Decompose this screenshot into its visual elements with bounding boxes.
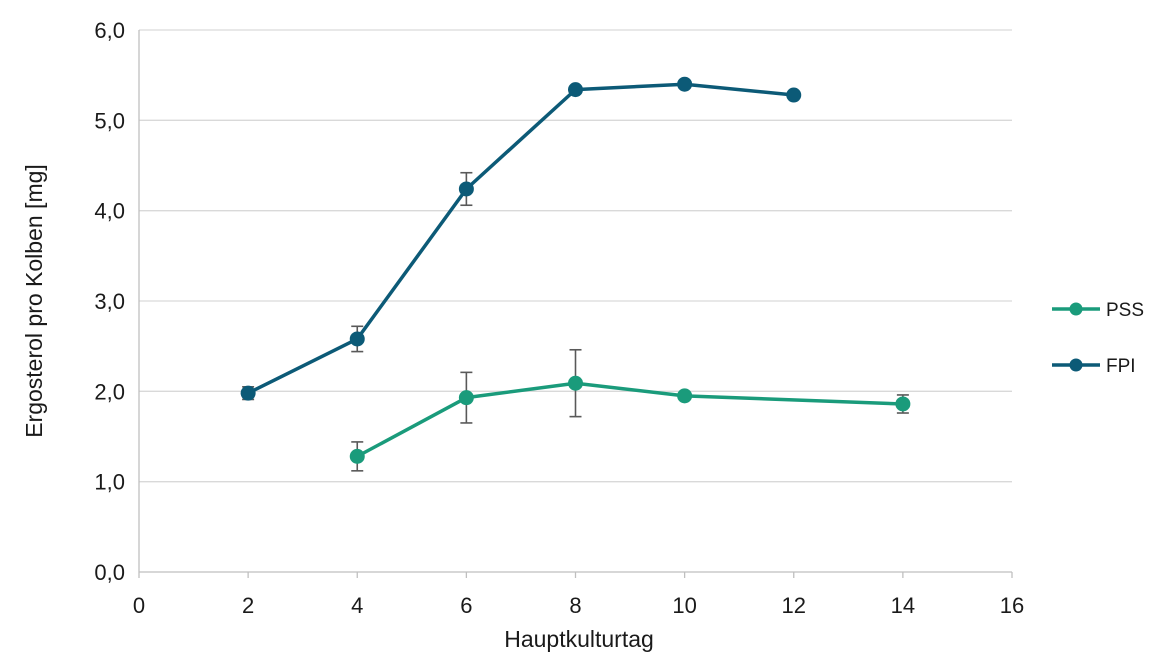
series-fpi [240, 76, 802, 401]
legend-label-pss: PSS [1106, 300, 1144, 321]
x-tick-labels: 0 2 4 6 8 10 12 14 16 [133, 593, 1024, 618]
x-tick-label: 14 [891, 593, 915, 618]
gridlines [139, 29, 1012, 483]
y-tick-label: 4,0 [94, 199, 125, 224]
y-tick-label: 5,0 [94, 108, 125, 133]
axes [138, 30, 1013, 578]
y-tick-labels: 0,0 1,0 2,0 3,0 4,0 5,0 6,0 [94, 18, 125, 585]
y-tick-label: 6,0 [94, 18, 125, 43]
series-pss [349, 348, 911, 472]
y-tick-label: 2,0 [94, 379, 125, 404]
data-point-fpi [786, 87, 802, 103]
legend: PSS FPI [1052, 300, 1144, 377]
x-tick-label: 16 [1000, 593, 1024, 618]
legend-item-pss: PSS [1052, 300, 1144, 321]
y-tick-label: 0,0 [94, 560, 125, 585]
data-point-fpi [568, 82, 583, 98]
series-line-fpi [246, 82, 796, 395]
data-point-fpi [458, 181, 474, 197]
legend-label-fpi: FPI [1106, 356, 1136, 377]
data-point-fpi [677, 76, 693, 92]
data-point-pss [349, 448, 365, 464]
x-tick-label: 8 [569, 593, 581, 618]
series-line-pss [355, 381, 905, 459]
series [240, 76, 911, 472]
y-axis-title: Ergosterol pro Kolben [mg] [21, 164, 47, 438]
x-tick-label: 6 [460, 593, 472, 618]
legend-marker-fpi [1069, 358, 1083, 372]
data-point-pss [895, 396, 911, 412]
y-tick-label: 1,0 [94, 470, 125, 495]
data-point-fpi [240, 385, 256, 401]
x-tick-label: 10 [672, 593, 696, 618]
data-point-pss [458, 390, 474, 406]
data-point-pss [677, 388, 693, 404]
x-axis-title: Hauptkulturtag [504, 626, 654, 652]
x-tick-label: 0 [133, 593, 145, 618]
data-point-pss [568, 375, 583, 391]
x-tick-label: 12 [782, 593, 806, 618]
legend-item-fpi: FPI [1052, 356, 1136, 377]
y-tick-label: 3,0 [94, 289, 125, 314]
legend-marker-pss [1069, 302, 1083, 316]
x-tick-label: 4 [351, 593, 363, 618]
data-point-fpi [349, 331, 365, 347]
x-tick-label: 2 [242, 593, 254, 618]
